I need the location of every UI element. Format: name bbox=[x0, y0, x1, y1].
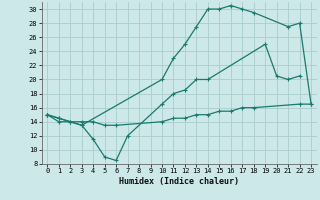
X-axis label: Humidex (Indice chaleur): Humidex (Indice chaleur) bbox=[119, 177, 239, 186]
